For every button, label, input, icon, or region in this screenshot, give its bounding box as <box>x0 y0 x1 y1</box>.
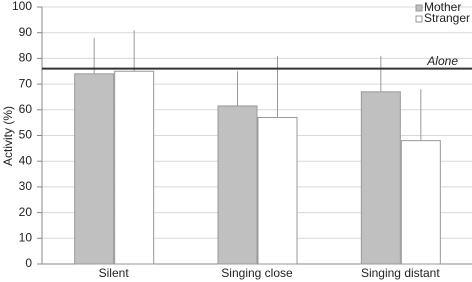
y-tick-label: 90 <box>19 25 33 39</box>
bar <box>400 140 441 265</box>
x-tick-label: Singing close <box>221 266 293 280</box>
bar <box>217 105 258 265</box>
legend-swatch <box>415 15 423 23</box>
legend-label: Stranger <box>424 11 470 25</box>
x-tick-label: Silent <box>99 266 130 280</box>
y-tick-label: 10 <box>19 230 33 244</box>
y-axis-label: Activity (%) <box>1 106 15 166</box>
y-tick-label: 20 <box>19 205 33 219</box>
bar <box>257 117 298 265</box>
y-tick-label: 80 <box>19 51 33 65</box>
y-tick-label: 70 <box>19 76 33 90</box>
y-tick-label: 100 <box>12 0 32 13</box>
bar <box>360 91 401 265</box>
y-tick-label: 50 <box>19 128 33 142</box>
reference-label: Alone <box>426 54 458 68</box>
legend-label: Mother <box>424 0 461 14</box>
legend-swatch <box>415 4 423 12</box>
y-tick-label: 40 <box>19 153 33 167</box>
bar <box>74 73 115 265</box>
y-tick-label: 60 <box>19 102 33 116</box>
y-tick-label: 30 <box>19 179 33 193</box>
bar <box>114 70 155 265</box>
y-tick-label: 0 <box>25 256 32 270</box>
x-tick-label: Singing distant <box>361 266 440 280</box>
